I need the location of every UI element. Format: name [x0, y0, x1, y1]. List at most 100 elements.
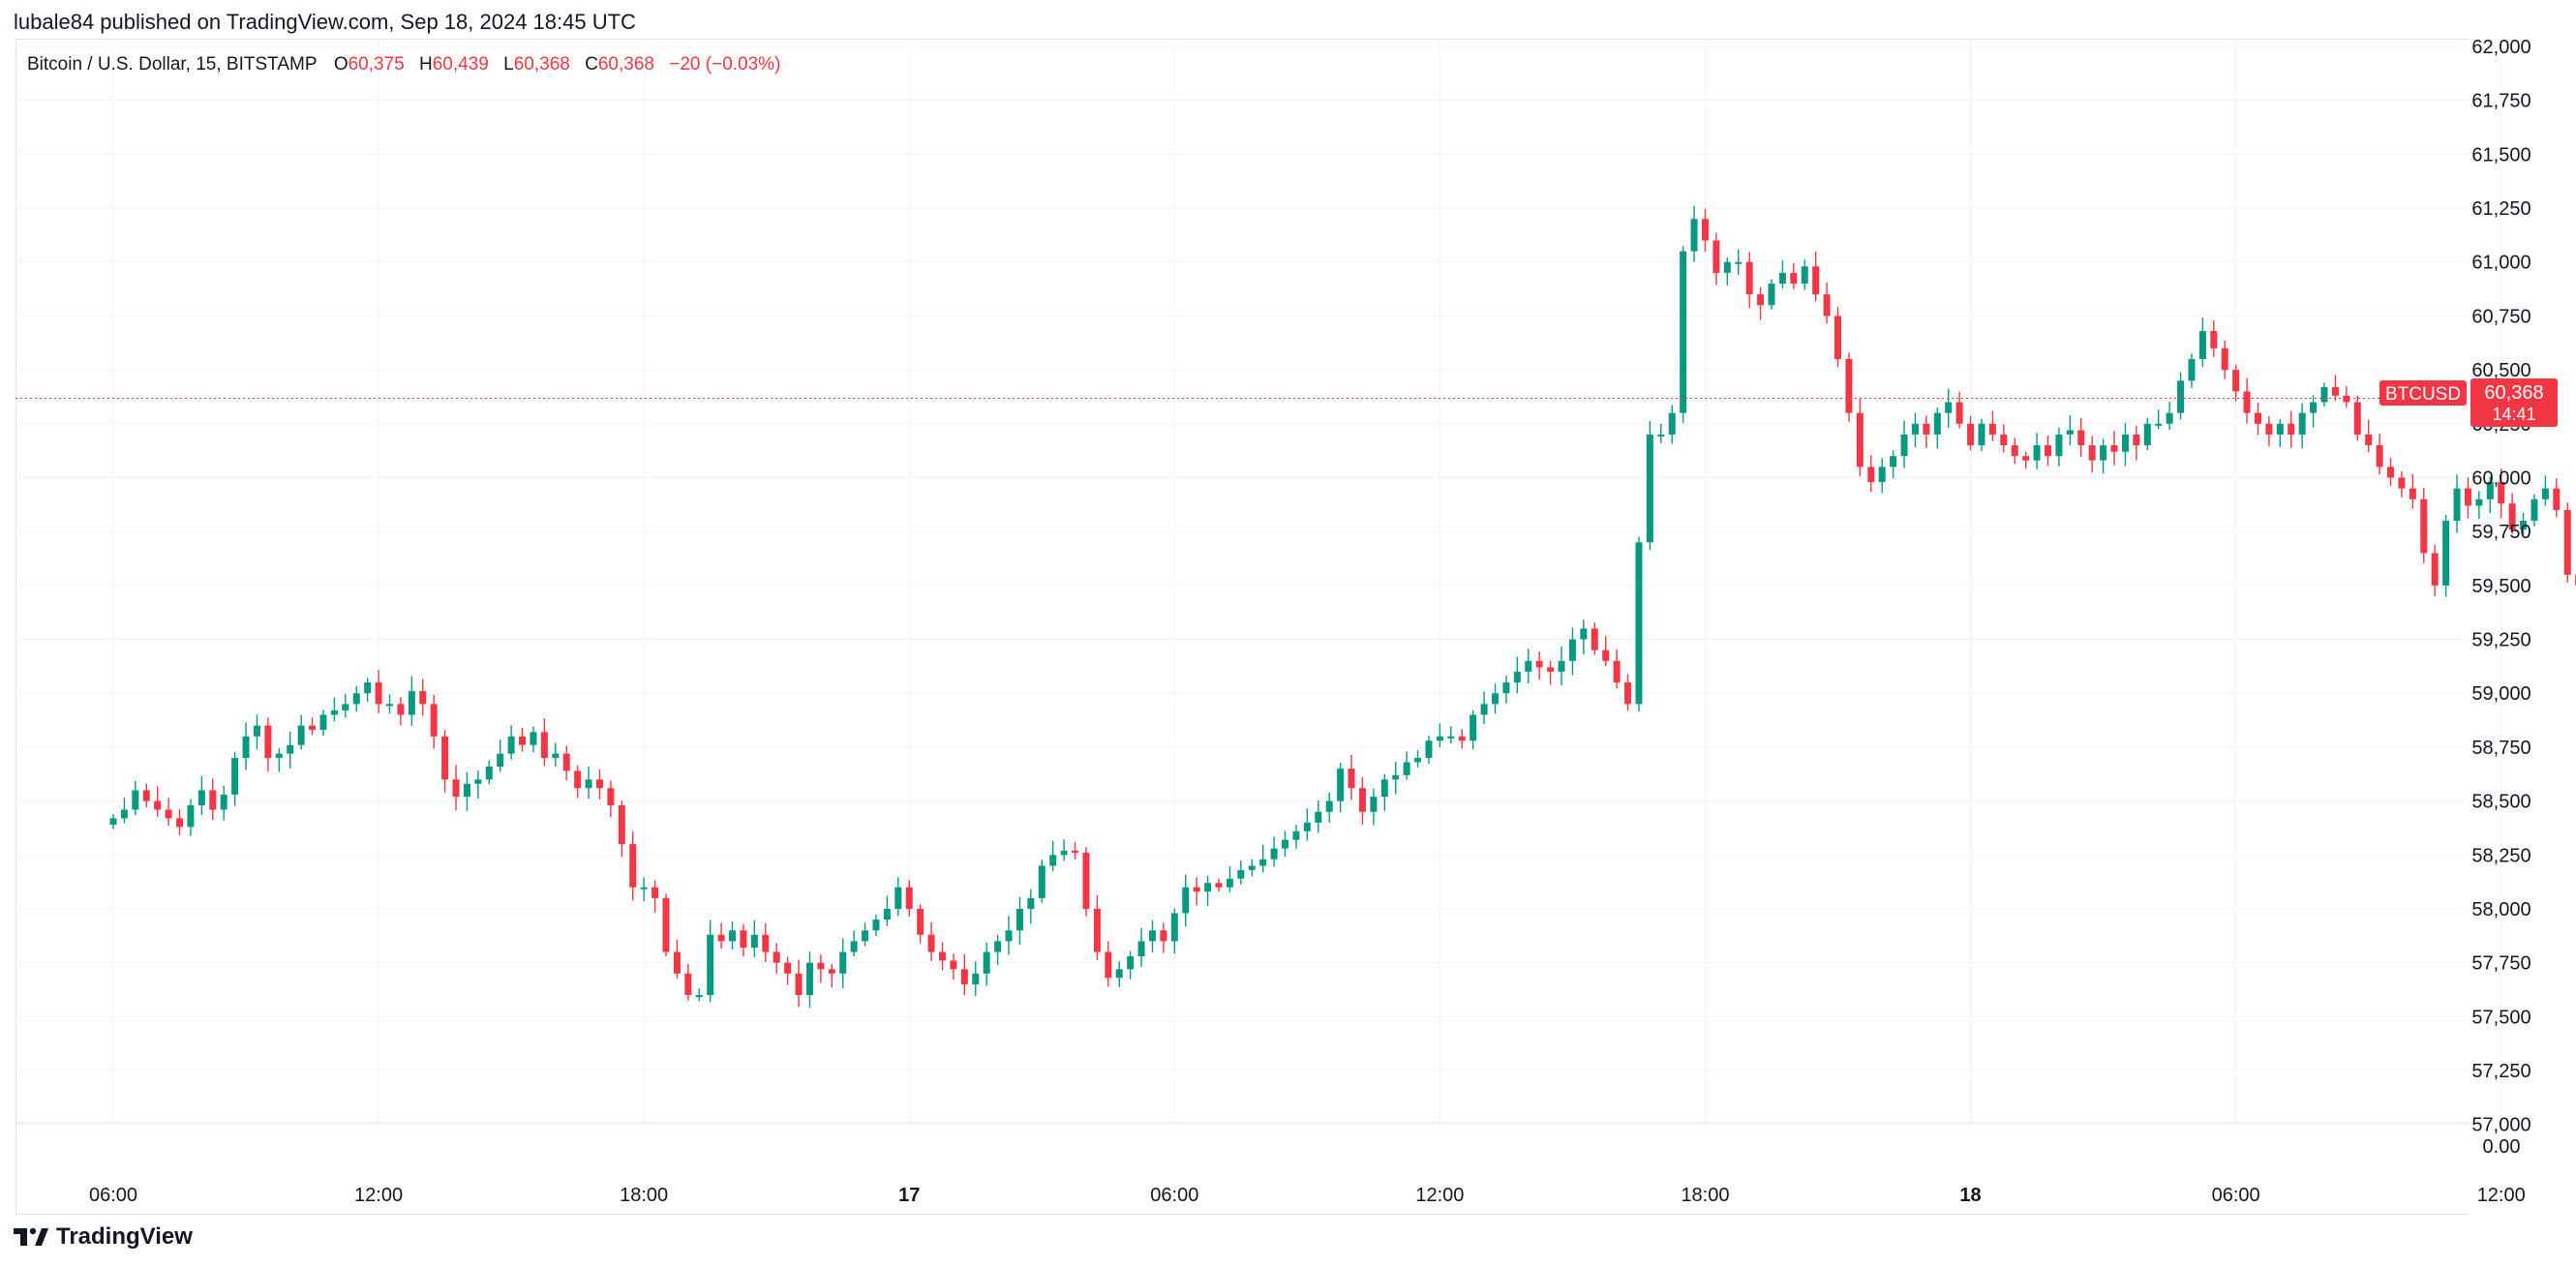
candle[interactable]: [1082, 847, 1090, 917]
candle[interactable]: [176, 809, 184, 835]
candle[interactable]: [695, 988, 703, 1002]
candle[interactable]: [905, 880, 913, 917]
candle[interactable]: [397, 697, 405, 726]
candle[interactable]: [1215, 878, 1223, 892]
candle[interactable]: [1591, 622, 1598, 655]
candle[interactable]: [342, 693, 349, 718]
candle[interactable]: [497, 739, 504, 772]
candle[interactable]: [2243, 377, 2251, 424]
candle[interactable]: [2210, 319, 2218, 357]
candle[interactable]: [1878, 458, 1886, 494]
candle[interactable]: [1137, 927, 1145, 967]
candle[interactable]: [540, 718, 548, 767]
candle[interactable]: [1470, 709, 1477, 749]
candle[interactable]: [2045, 436, 2051, 467]
candle[interactable]: [562, 745, 570, 781]
candle[interactable]: [2498, 468, 2505, 519]
candle[interactable]: [2088, 436, 2096, 473]
candle[interactable]: [2431, 544, 2439, 596]
candle[interactable]: [1414, 750, 1422, 768]
candle[interactable]: [1093, 894, 1101, 960]
candle[interactable]: [740, 923, 747, 957]
candle[interactable]: [1790, 263, 1798, 289]
candle[interactable]: [2143, 417, 2151, 450]
tradingview-footer[interactable]: TradingView: [14, 1223, 193, 1251]
candle[interactable]: [2221, 340, 2228, 379]
candle[interactable]: [1072, 842, 1079, 860]
candle[interactable]: [1867, 455, 1875, 493]
candle[interactable]: [1856, 398, 1864, 477]
candle[interactable]: [1712, 232, 1720, 286]
candle[interactable]: [2365, 419, 2373, 453]
candle[interactable]: [1757, 287, 1765, 320]
candle[interactable]: [1115, 961, 1123, 987]
candle[interactable]: [309, 717, 317, 736]
candle[interactable]: [1049, 840, 1057, 871]
candle[interactable]: [375, 670, 382, 713]
candle[interactable]: [2276, 418, 2284, 447]
candle[interactable]: [419, 679, 427, 716]
candle[interactable]: [1680, 246, 1687, 423]
candle[interactable]: [1315, 799, 1322, 833]
candle[interactable]: [209, 778, 217, 820]
candle[interactable]: [1127, 950, 1135, 980]
candle[interactable]: [1392, 762, 1400, 795]
candle[interactable]: [1403, 751, 1410, 780]
candle[interactable]: [2398, 471, 2406, 498]
candle[interactable]: [408, 676, 415, 726]
candle[interactable]: [1723, 256, 1731, 286]
candle[interactable]: [1170, 908, 1178, 954]
candle[interactable]: [1624, 674, 1632, 711]
candle[interactable]: [2376, 433, 2383, 475]
candle[interactable]: [883, 895, 891, 926]
candle[interactable]: [828, 963, 835, 988]
candle[interactable]: [1657, 423, 1665, 443]
candle[interactable]: [386, 694, 393, 714]
candle[interactable]: [1447, 726, 1455, 744]
candle[interactable]: [662, 893, 670, 956]
candle[interactable]: [1558, 646, 1565, 685]
candle[interactable]: [817, 954, 825, 983]
candle[interactable]: [1988, 410, 1996, 441]
candle[interactable]: [862, 922, 869, 947]
candle[interactable]: [2265, 416, 2273, 447]
candle[interactable]: [1890, 450, 1897, 479]
candle[interactable]: [1237, 860, 1245, 885]
candle[interactable]: [1580, 619, 1588, 654]
candle[interactable]: [2133, 425, 2140, 461]
candle[interactable]: [275, 748, 283, 772]
candle[interactable]: [430, 694, 438, 749]
candle[interactable]: [839, 938, 847, 988]
candle[interactable]: [231, 752, 239, 806]
candle[interactable]: [2464, 477, 2471, 519]
candle[interactable]: [2198, 317, 2206, 368]
candle[interactable]: [1492, 683, 1499, 714]
candle[interactable]: [2387, 457, 2395, 486]
candle[interactable]: [2155, 409, 2163, 430]
candle[interactable]: [750, 920, 758, 957]
candle[interactable]: [2353, 395, 2361, 441]
candle[interactable]: [707, 920, 714, 1003]
candle[interactable]: [850, 930, 858, 957]
candle[interactable]: [2121, 422, 2129, 467]
candle[interactable]: [607, 780, 615, 818]
candle[interactable]: [1923, 415, 1930, 448]
candle[interactable]: [132, 780, 139, 816]
candle[interactable]: [2188, 353, 2196, 388]
price-badge[interactable]: BTCUSD 60,368 14:41: [2379, 378, 2558, 427]
candle[interactable]: [595, 769, 603, 799]
candle[interactable]: [1668, 405, 1676, 444]
candle[interactable]: [1568, 627, 1576, 676]
candle[interactable]: [2531, 494, 2538, 528]
candle[interactable]: [165, 798, 172, 827]
candle[interactable]: [1005, 916, 1013, 955]
candle[interactable]: [452, 765, 460, 811]
candle[interactable]: [585, 766, 592, 799]
candle[interactable]: [1701, 208, 1709, 253]
candle[interactable]: [463, 771, 470, 811]
candle[interactable]: [2442, 515, 2450, 597]
candle[interactable]: [1160, 922, 1167, 953]
candle[interactable]: [1535, 651, 1543, 680]
candle[interactable]: [2033, 433, 2041, 470]
